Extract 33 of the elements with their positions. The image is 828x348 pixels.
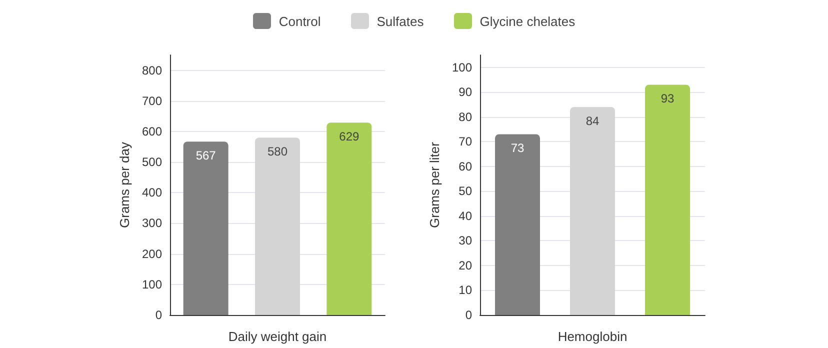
legend-label: Glycine chelates (480, 14, 576, 28)
data-label: 93 (660, 92, 674, 106)
y-axis-title: Grams per day (117, 142, 132, 228)
y-tick-label: 40 (458, 208, 472, 223)
y-tick-label: 200 (142, 246, 162, 261)
y-tick-label: 600 (142, 124, 162, 138)
data-label: 84 (586, 114, 600, 128)
x-axis-title: Hemoglobin (558, 329, 628, 344)
y-tick-label: 70 (458, 134, 472, 149)
y-tick-label: 90 (458, 85, 472, 100)
legend-label: Control (278, 14, 321, 28)
data-label: 580 (267, 144, 288, 159)
y-tick-label: 60 (458, 159, 472, 174)
data-label: 73 (510, 141, 524, 156)
y-tick-label: 800 (142, 63, 162, 78)
y-tick-label: 30 (458, 234, 472, 248)
data-label: 567 (196, 148, 216, 163)
data-label: 629 (339, 130, 360, 144)
y-tick-label: 10 (458, 283, 472, 298)
y-tick-label: 400 (142, 186, 162, 200)
y-tick-label: 50 (458, 184, 472, 198)
y-tick-label: 80 (458, 110, 472, 124)
y-tick-label: 700 (142, 94, 162, 108)
y-axis-title: Grams per liter (427, 141, 442, 228)
legend-label: Sulfates (376, 14, 424, 28)
y-tick-label: 0 (465, 308, 472, 322)
y-tick-label: 500 (142, 155, 162, 170)
y-tick-label: 100 (452, 60, 472, 74)
x-axis-title: Daily weight gain (228, 329, 327, 344)
y-tick-label: 0 (155, 308, 162, 322)
y-tick-label: 300 (142, 216, 162, 230)
y-tick-label: 20 (458, 258, 472, 272)
y-tick-label: 100 (142, 277, 162, 292)
